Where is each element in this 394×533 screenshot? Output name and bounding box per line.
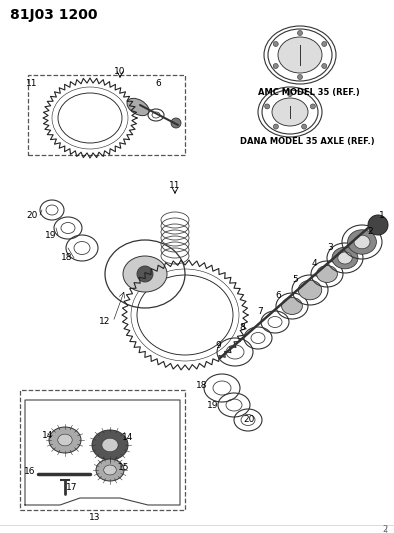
Text: 9: 9 <box>215 341 221 350</box>
Ellipse shape <box>282 297 303 314</box>
Text: 5: 5 <box>292 276 298 285</box>
Text: 12: 12 <box>99 318 111 327</box>
Text: 11: 11 <box>26 78 38 87</box>
Circle shape <box>297 75 303 79</box>
Text: 8: 8 <box>239 324 245 333</box>
Text: 14: 14 <box>42 431 54 440</box>
Circle shape <box>310 104 315 109</box>
Ellipse shape <box>127 99 149 116</box>
Ellipse shape <box>298 280 322 300</box>
Text: 2: 2 <box>383 526 388 533</box>
Text: 3: 3 <box>327 244 333 253</box>
Circle shape <box>273 124 279 129</box>
Ellipse shape <box>104 465 116 475</box>
Text: 7: 7 <box>257 308 263 317</box>
Ellipse shape <box>317 265 337 282</box>
Text: 6: 6 <box>275 292 281 301</box>
Text: 19: 19 <box>206 400 218 409</box>
Ellipse shape <box>92 430 128 460</box>
Text: 11: 11 <box>169 181 181 190</box>
Circle shape <box>273 63 278 69</box>
Circle shape <box>288 92 292 96</box>
Circle shape <box>322 63 327 69</box>
Ellipse shape <box>49 427 81 453</box>
Text: 20: 20 <box>27 211 38 220</box>
Text: 15: 15 <box>118 464 130 472</box>
Ellipse shape <box>348 230 376 254</box>
Ellipse shape <box>332 247 358 269</box>
Text: 16: 16 <box>24 467 36 477</box>
Ellipse shape <box>354 235 370 249</box>
Ellipse shape <box>123 256 167 292</box>
Text: 10: 10 <box>114 67 126 76</box>
Text: 20: 20 <box>243 416 255 424</box>
Text: 13: 13 <box>89 513 101 522</box>
Ellipse shape <box>272 98 308 126</box>
Circle shape <box>171 118 181 128</box>
Text: DANA MODEL 35 AXLE (REF.): DANA MODEL 35 AXLE (REF.) <box>240 137 375 146</box>
Ellipse shape <box>278 37 322 73</box>
Text: 19: 19 <box>45 230 56 239</box>
Text: 17: 17 <box>66 483 78 492</box>
Circle shape <box>297 30 303 36</box>
Text: 81J03 1200: 81J03 1200 <box>10 8 97 22</box>
Circle shape <box>322 42 327 46</box>
Ellipse shape <box>102 438 118 452</box>
Circle shape <box>273 42 278 46</box>
Text: 2: 2 <box>367 228 373 237</box>
Ellipse shape <box>96 459 124 481</box>
Text: 6: 6 <box>155 79 161 88</box>
Text: 18: 18 <box>195 381 207 390</box>
Bar <box>20 390 185 510</box>
Text: 4: 4 <box>311 260 317 269</box>
Text: 1: 1 <box>379 211 385 220</box>
Circle shape <box>137 266 153 282</box>
Bar <box>28 75 185 155</box>
Circle shape <box>301 124 307 129</box>
Text: 14: 14 <box>122 433 134 442</box>
Ellipse shape <box>58 434 72 446</box>
Text: AMC MODEL 35 (REF.): AMC MODEL 35 (REF.) <box>258 88 360 97</box>
Circle shape <box>368 215 388 235</box>
Text: 18: 18 <box>61 254 72 262</box>
Ellipse shape <box>338 252 352 264</box>
Circle shape <box>265 104 269 109</box>
